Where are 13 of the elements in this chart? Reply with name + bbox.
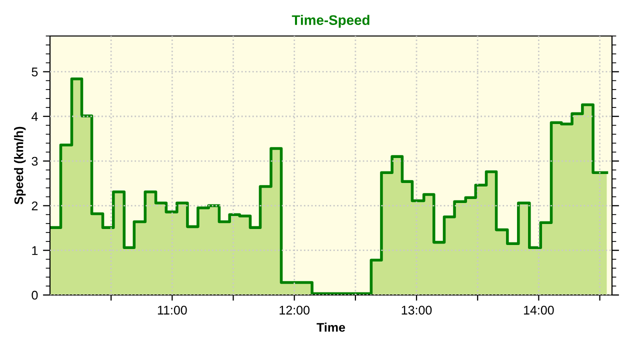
chart-title: Time-Speed bbox=[292, 14, 370, 28]
y-axis-title: Speed (km/h) bbox=[14, 126, 26, 204]
x-tick-label: 12:00 bbox=[280, 306, 310, 315]
x-axis-title: Time bbox=[316, 322, 346, 332]
x-tick-label: 14:00 bbox=[524, 306, 554, 315]
y-tick-label: 4 bbox=[32, 112, 38, 121]
y-tick-label: 3 bbox=[32, 156, 38, 166]
x-tick-label: 11:00 bbox=[158, 306, 187, 315]
y-tick-label: 1 bbox=[32, 246, 38, 255]
y-tick-label: 0 bbox=[32, 290, 38, 300]
y-tick-label: 5 bbox=[32, 68, 38, 76]
y-tick-label: 2 bbox=[32, 201, 38, 210]
x-tick-label: 13:00 bbox=[402, 306, 432, 315]
